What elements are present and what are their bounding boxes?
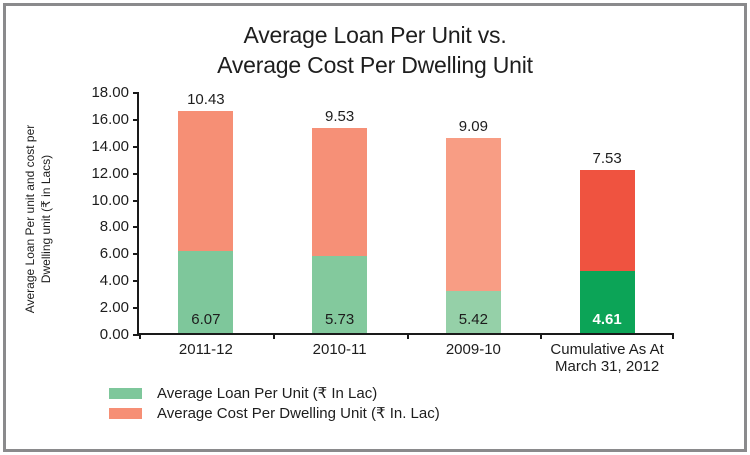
legend-label-cost: Average Cost Per Dwelling Unit (₹ In. La… — [157, 405, 440, 422]
x-tick-mark — [672, 333, 674, 339]
x-category-label: 2009-10 — [397, 341, 551, 358]
y-axis-label-line2: Dwelling unit (₹ in Lacs) — [39, 154, 53, 284]
bar-Cumulative As At: 7.53 4.61 — [579, 150, 635, 333]
x-category-label: 2010-11 — [263, 341, 417, 358]
bar-segment-loan: 6.07 — [178, 251, 234, 333]
loan-value-label: 4.61 — [592, 311, 622, 328]
x-category-label-line: 2011-12 — [178, 341, 233, 358]
x-category-label-line: 2009-10 — [445, 341, 501, 358]
y-axis-label-line1: Average Loan Per unit and cost per — [23, 124, 37, 314]
bar-segment-loan: 4.61 — [579, 271, 635, 333]
x-tick-mark — [272, 333, 275, 339]
x-category-label-line: March 31, 2012 — [555, 358, 660, 375]
chart-title: Average Loan Per Unit vs. Average Cost P… — [6, 20, 744, 80]
y-tick-label: 14.00 — [91, 137, 129, 155]
y-tick-mark — [133, 199, 139, 202]
y-tick-label: 10.00 — [91, 191, 129, 209]
plot-area: 0.00 2.00 4.00 6.00 8.00 10.00 12.00 14.00 16.00… — [91, 84, 674, 375]
y-tick-mark — [133, 280, 139, 283]
x-category-label-line: Cumulative As At — [550, 341, 664, 358]
y-tick-mark — [133, 145, 139, 148]
chart-title-line2: Average Cost Per Dwelling Unit — [217, 52, 533, 78]
y-tick-label: 12.00 — [91, 164, 129, 182]
x-category-label: Cumulative As At March 31, 2012 — [530, 341, 684, 375]
y-tick-mark — [133, 92, 139, 94]
y-tick-label: 18.00 — [91, 84, 129, 101]
bar-segment-cost — [579, 169, 635, 272]
x-tick-mark — [540, 333, 543, 339]
chart-frame: Average Loan Per Unit vs. Average Cost P… — [3, 3, 747, 452]
legend: Average Loan Per Unit (₹ In Lac) Average… — [109, 383, 440, 423]
bar-2010-11: 9.53 5.73 — [312, 108, 368, 333]
bar-segment-cost — [178, 111, 234, 252]
chart-title-line1: Average Loan Per Unit vs. — [243, 22, 507, 48]
x-category-label-line: 2010-11 — [312, 341, 367, 358]
bar-segment-cost — [445, 137, 501, 291]
legend-swatch-loan — [109, 387, 142, 399]
x-tick-mark — [406, 333, 409, 339]
loan-value-label: 5.42 — [458, 311, 488, 328]
y-tick-label: 6.00 — [99, 245, 129, 263]
y-tick-label: 8.00 — [99, 218, 129, 236]
y-tick-mark — [133, 334, 139, 336]
y-tick-mark — [133, 118, 139, 121]
legend-item-loan: Average Loan Per Unit (₹ In Lac) — [109, 383, 440, 403]
bar-2011-12: 10.43 6.07 — [178, 91, 234, 333]
x-tick-mark — [139, 333, 141, 339]
legend-label-loan: Average Loan Per Unit (₹ In Lac) — [157, 385, 378, 402]
bar-segment-cost — [312, 127, 368, 256]
legend-item-cost: Average Cost Per Dwelling Unit (₹ In. La… — [109, 403, 440, 423]
y-tick-label: 4.00 — [99, 272, 129, 290]
y-tick-label: 0.00 — [99, 326, 129, 343]
cost-value-label: 7.53 — [592, 149, 622, 167]
x-category-label: 2011-12 — [129, 341, 283, 358]
y-tick-label: 16.00 — [91, 110, 129, 128]
y-tick-label: 2.00 — [99, 299, 129, 317]
cost-value-label: 9.09 — [458, 117, 488, 135]
y-tick-mark — [133, 253, 139, 256]
cost-value-label: 10.43 — [187, 91, 225, 109]
bar-segment-loan: 5.42 — [445, 290, 501, 333]
y-tick-mark — [133, 307, 139, 310]
bar-2009-10: 9.09 5.42 — [445, 118, 501, 333]
y-axis-label: Average Loan Per unit and cost per Dwell… — [22, 94, 56, 344]
bar-segment-loan: 5.73 — [312, 255, 368, 333]
loan-value-label: 5.73 — [325, 311, 355, 328]
y-tick-mark — [133, 172, 139, 175]
y-tick-mark — [133, 226, 139, 229]
cost-value-label: 9.53 — [325, 107, 355, 125]
loan-value-label: 6.07 — [191, 311, 221, 328]
legend-swatch-cost — [109, 407, 142, 419]
